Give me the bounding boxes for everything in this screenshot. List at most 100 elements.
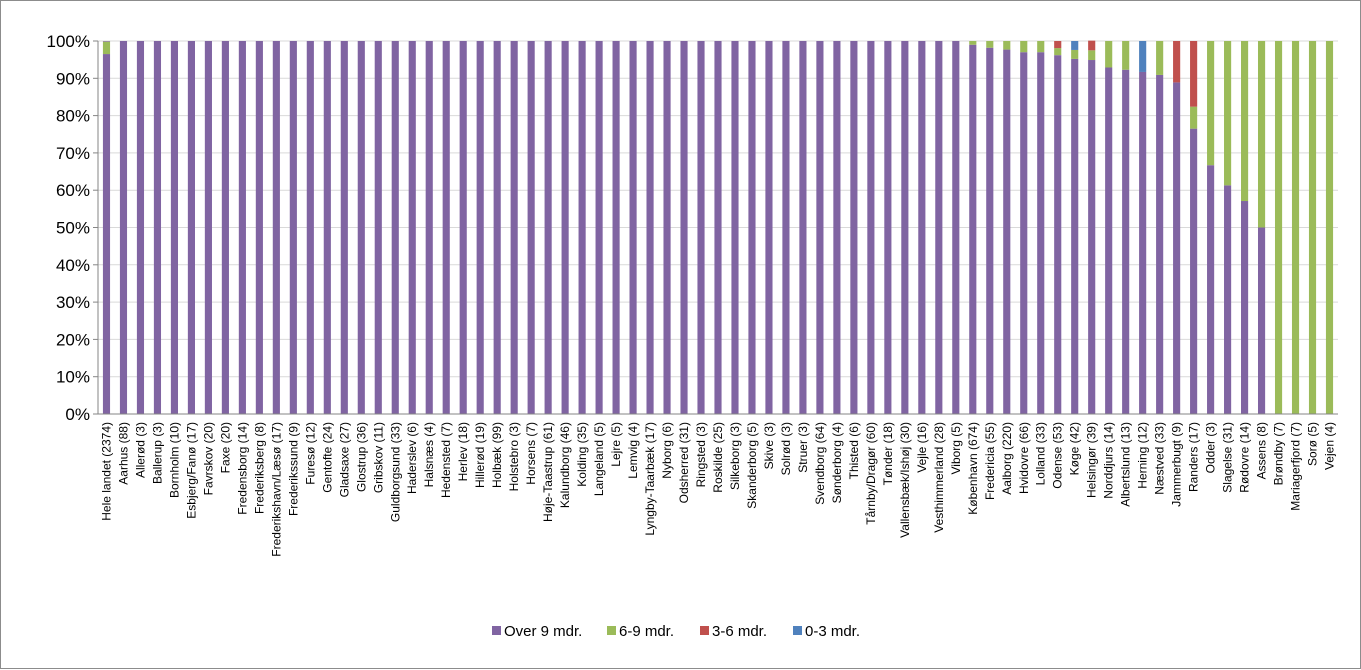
- x-tick-label: Odder (3): [1204, 422, 1218, 473]
- bar-segment: [426, 41, 433, 414]
- y-tick-label: 100%: [47, 32, 90, 51]
- x-tick-label: Thisted (6): [847, 422, 861, 479]
- bar-segment: [969, 45, 976, 414]
- bar-segment: [748, 41, 755, 414]
- bar-segment: [1207, 41, 1214, 165]
- y-tick-label: 30%: [56, 293, 90, 312]
- bar-segment: [205, 41, 212, 414]
- x-tick-label: Viborg (5): [949, 422, 963, 474]
- x-tick-label: Nyborg (6): [660, 422, 674, 479]
- x-tick-label: Haderslev (6): [405, 422, 419, 494]
- bar-segment: [646, 41, 653, 414]
- legend-label: 3-6 mdr.: [712, 623, 767, 640]
- x-tick-label: Frederikshavn/Læsø (17): [269, 422, 283, 557]
- legend-swatch: [793, 626, 802, 635]
- x-tick-label: Vejle (16): [915, 422, 929, 473]
- x-tick-label: Høje-Taastrup (61): [541, 422, 555, 522]
- bar-segment: [918, 41, 925, 414]
- bar-segment: [1241, 41, 1248, 201]
- legend: Over 9 mdr.6-9 mdr.3-6 mdr.0-3 mdr.: [492, 623, 860, 640]
- bar-segment: [290, 41, 297, 414]
- bar-segment: [986, 48, 993, 414]
- x-tick-label: Horsens (7): [524, 422, 538, 485]
- bar-segment: [1292, 41, 1299, 414]
- legend-label: Over 9 mdr.: [504, 623, 582, 640]
- x-tick-label: Langeland (5): [592, 422, 606, 496]
- x-tick-label: Helsingør (39): [1085, 422, 1099, 498]
- x-tick-label: Tårnby/Dragør (60): [864, 422, 878, 525]
- bar-segment: [1224, 41, 1231, 185]
- bar-segment: [120, 41, 127, 414]
- y-tick-label: 10%: [56, 368, 90, 387]
- x-tick-label: Fredensborg (14): [235, 422, 249, 515]
- x-tick-label: Frederikssund (9): [286, 422, 300, 516]
- bar-segment: [799, 41, 806, 414]
- bar-segment: [375, 41, 382, 414]
- x-tick-label: Hele landet (2374): [99, 422, 113, 521]
- x-axis-tick-labels: Hele landet (2374)Aarhus (88)Allerød (3)…: [99, 422, 1336, 557]
- bar-segment: [1139, 41, 1146, 72]
- x-tick-label: Roskilde (25): [711, 422, 725, 493]
- bar-segment: [1156, 75, 1163, 414]
- y-tick-label: 60%: [56, 181, 90, 200]
- legend-swatch: [607, 626, 616, 635]
- x-tick-label: Norddjurs (14): [1102, 422, 1116, 499]
- x-tick-label: Brøndby (7): [1272, 422, 1286, 485]
- x-tick-label: Lejre (5): [609, 422, 623, 467]
- bar-segment: [1088, 60, 1095, 414]
- legend-label: 6-9 mdr.: [619, 623, 674, 640]
- bar-segment: [969, 41, 976, 45]
- bar-segment: [273, 41, 280, 414]
- bar-segment: [1003, 50, 1010, 414]
- legend-swatch: [700, 626, 709, 635]
- bar-segment: [103, 54, 110, 414]
- x-tick-label: Assens (8): [1255, 422, 1269, 479]
- bar-segment: [1088, 50, 1095, 60]
- bar-segment: [1054, 41, 1061, 48]
- x-tick-label: Faxe (20): [218, 422, 232, 473]
- bar-segment: [358, 41, 365, 414]
- bar-segment: [714, 41, 721, 414]
- bar-segment: [1224, 185, 1231, 414]
- bar-segment: [1309, 41, 1316, 414]
- bar-segment: [256, 41, 263, 414]
- x-tick-label: Randers (17): [1187, 422, 1201, 492]
- x-tick-label: Aarhus (88): [116, 422, 130, 485]
- x-tick-label: Odense (53): [1051, 422, 1065, 489]
- bar-segment: [1037, 52, 1044, 414]
- bar-segment: [986, 41, 993, 48]
- x-tick-label: Hvidovre (66): [1017, 422, 1031, 494]
- bar-segment: [1207, 165, 1214, 414]
- bar-segment: [137, 41, 144, 414]
- x-tick-label: Halsnæs (4): [422, 422, 436, 487]
- bar-segment: [579, 41, 586, 414]
- y-tick-label: 70%: [56, 144, 90, 163]
- x-tick-label: Hillerød (19): [473, 422, 487, 488]
- x-tick-label: Albertslund (13): [1119, 422, 1133, 507]
- bar-segment: [1173, 41, 1180, 82]
- x-tick-label: Sorø (5): [1306, 422, 1320, 466]
- x-tick-label: Aalborg (220): [1000, 422, 1014, 495]
- bar-segment: [545, 41, 552, 414]
- x-tick-label: Ringsted (3): [694, 422, 708, 487]
- x-tick-label: Skanderborg (5): [745, 422, 759, 509]
- x-tick-label: Silkeborg (3): [728, 422, 742, 490]
- bar-segment: [1326, 41, 1333, 414]
- bar-segment: [1088, 41, 1095, 51]
- bar-segment: [324, 41, 331, 414]
- x-tick-label: Hedensted (7): [439, 422, 453, 498]
- x-tick-label: Gentofte (24): [320, 422, 334, 493]
- bar-segment: [1241, 201, 1248, 414]
- y-tick-label: 20%: [56, 330, 90, 349]
- bar-segment: [239, 41, 246, 414]
- x-tick-label: Gladsaxe (27): [337, 422, 351, 497]
- x-tick-label: Fredericia (55): [983, 422, 997, 500]
- bar-segment: [341, 41, 348, 414]
- bar-segment: [1139, 72, 1146, 414]
- bar-segment: [154, 41, 161, 414]
- bar-segment: [1190, 41, 1197, 107]
- bar-segment: [307, 41, 314, 414]
- x-tick-label: Tønder (18): [881, 422, 895, 485]
- bar-segment: [731, 41, 738, 414]
